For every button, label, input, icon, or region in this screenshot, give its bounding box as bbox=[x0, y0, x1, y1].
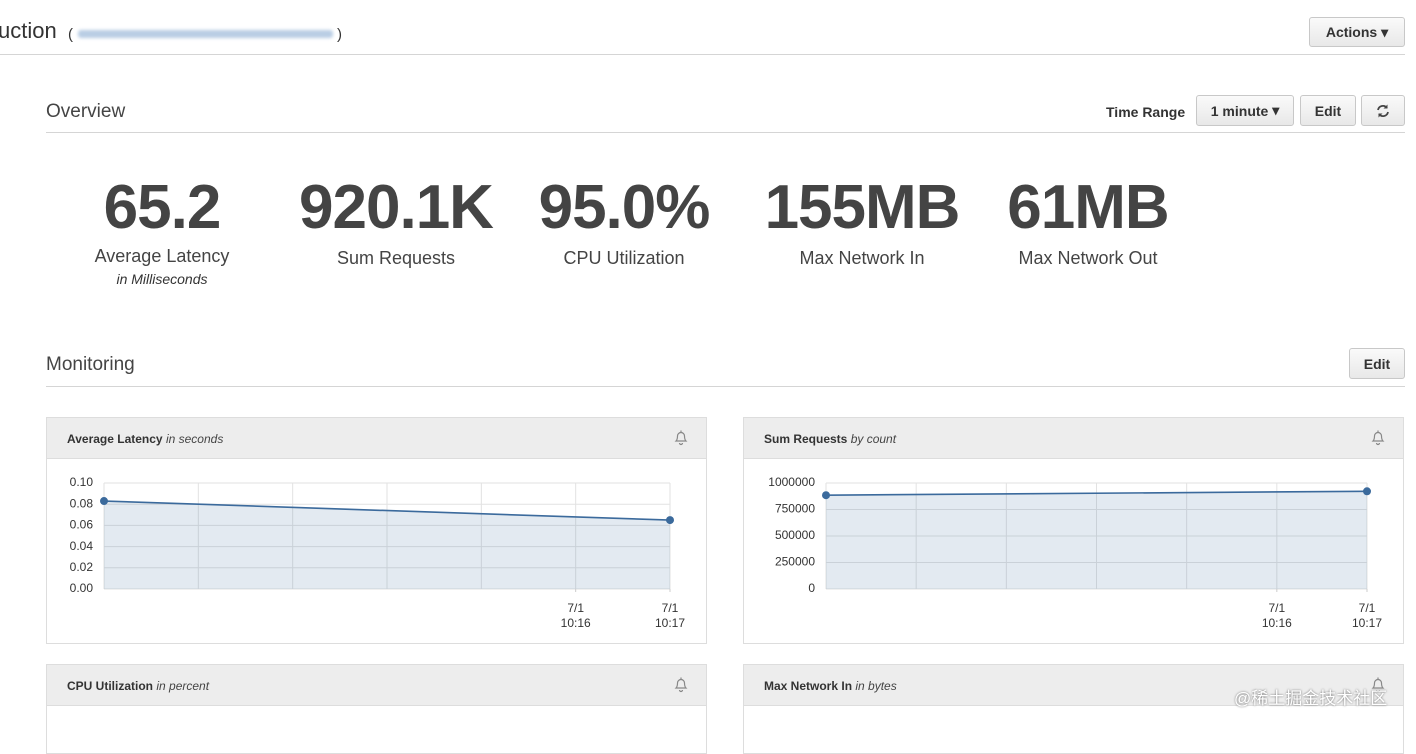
metric-value: 65.2 bbox=[103, 173, 222, 242]
metric-label: Sum Requests bbox=[336, 248, 456, 268]
point bbox=[1363, 487, 1371, 496]
area bbox=[104, 501, 670, 589]
y-tick-label: 0.06 bbox=[70, 518, 94, 532]
edit-label: Edit bbox=[1314, 102, 1342, 119]
y-tick-label: 0 bbox=[808, 581, 815, 595]
line bbox=[825, 490, 1368, 496]
metric-label: Max Network Out bbox=[1018, 248, 1158, 268]
y-tick-label: 0.08 bbox=[70, 496, 94, 510]
refresh-icon bbox=[1377, 104, 1389, 117]
x-tick-label: 7/1 10:17 bbox=[1351, 601, 1383, 630]
blurred-url bbox=[78, 30, 333, 38]
edit-button[interactable]: Edit bbox=[1300, 95, 1356, 126]
metric-note: in Milliseconds bbox=[116, 271, 208, 287]
panel-title: CPU Utilization in percent bbox=[67, 679, 209, 693]
line bbox=[103, 500, 671, 521]
alarm-icon bbox=[1371, 677, 1385, 693]
time-range-value: 1 minute bbox=[1210, 102, 1269, 119]
monitoring-edit-button[interactable]: Edit bbox=[1349, 348, 1405, 379]
y-tick-label: 1000000 bbox=[768, 475, 815, 489]
point bbox=[100, 497, 108, 506]
y-tick-label: 0.10 bbox=[70, 475, 94, 489]
alarm-icon bbox=[1371, 430, 1385, 446]
panel-header: Max Network In in bytes bbox=[744, 665, 1403, 706]
panel-header: Average Latency in seconds bbox=[47, 418, 706, 459]
overview-rule bbox=[46, 132, 1405, 133]
time-range-select[interactable]: 1 minute ▾ bbox=[1196, 95, 1294, 126]
x-tick-label: 7/1 10:16 bbox=[560, 601, 591, 630]
y-tick-label: 750000 bbox=[775, 502, 815, 516]
alarm-icon bbox=[674, 430, 688, 446]
overview-title: Overview bbox=[46, 101, 126, 122]
y-tick-label: 500000 bbox=[775, 528, 815, 542]
y-tick-label: 0.02 bbox=[70, 560, 94, 574]
metric-value: 920.1K bbox=[299, 173, 494, 242]
metric-value: 61MB bbox=[1007, 173, 1169, 242]
panel-unit: by count bbox=[850, 432, 897, 446]
metric: 65.2 Average Latency in Milliseconds bbox=[42, 173, 282, 288]
page-title: uction bbox=[0, 18, 57, 43]
alarm-icon bbox=[674, 677, 688, 693]
panel-title-text: Max Network In bbox=[764, 679, 853, 693]
monitoring-rule bbox=[46, 386, 1405, 387]
bell-shape bbox=[1371, 430, 1385, 446]
y-tick-label: 250000 bbox=[775, 555, 815, 569]
url-open: ( bbox=[68, 26, 73, 43]
panel-body: 0.00 0.02 0.04 0.06 0.08 0.10 7/1 10:16 7/1 10:… bbox=[47, 459, 706, 645]
panel-header: Sum Requests by count bbox=[744, 418, 1403, 459]
area bbox=[826, 491, 1367, 589]
chart-panel: Sum Requests by count 0 250000 500000 750000… bbox=[743, 417, 1404, 644]
point bbox=[822, 491, 830, 500]
metric: 920.1K Sum Requests bbox=[276, 176, 516, 269]
monitoring-title: Monitoring bbox=[46, 354, 135, 375]
chart-panel: Max Network In in bytes bbox=[743, 664, 1404, 754]
panel-title-text: Average Latency bbox=[67, 432, 163, 446]
bell-shape bbox=[674, 430, 688, 446]
y-tick-label: 0.04 bbox=[70, 539, 94, 553]
metric-value: 155MB bbox=[764, 173, 961, 242]
refresh-button[interactable] bbox=[1361, 95, 1405, 126]
panel-unit: in percent bbox=[156, 679, 210, 693]
x-tick-label: 7/1 10:16 bbox=[1261, 601, 1292, 630]
metric: 155MB Max Network In bbox=[742, 176, 982, 269]
metric-value: 95.0% bbox=[538, 173, 711, 242]
panel-title: Sum Requests by count bbox=[764, 432, 896, 446]
bell-shape bbox=[1371, 677, 1385, 693]
panel-header: CPU Utilization in percent bbox=[47, 665, 706, 706]
panel-title-text: CPU Utilization bbox=[67, 679, 153, 693]
chart: 0 250000 500000 750000 1000000 bbox=[768, 475, 1371, 595]
panel-unit: in bytes bbox=[855, 679, 897, 693]
actions-button[interactable]: Actions ▾ bbox=[1309, 17, 1405, 47]
url-close: ) bbox=[337, 26, 342, 43]
page: uction ( ) Actions ▾ Overview Time Range… bbox=[0, 17, 1405, 754]
header-rule bbox=[0, 54, 1405, 55]
actions-label: Actions bbox=[1325, 24, 1378, 40]
panel-title: Average Latency in seconds bbox=[67, 432, 223, 446]
panel-title: Max Network In in bytes bbox=[764, 679, 897, 693]
y-tick-label: 0.00 bbox=[70, 581, 94, 595]
chart-panel: Average Latency in seconds 0.00 0.02 0.04 0.… bbox=[46, 417, 707, 644]
monitoring-edit-label: Edit bbox=[1363, 355, 1391, 372]
metric-label: CPU Utilization bbox=[563, 248, 685, 268]
chart: 0.00 0.02 0.04 0.06 0.08 0.10 bbox=[70, 475, 674, 595]
point bbox=[666, 516, 674, 525]
panel-unit: in seconds bbox=[165, 432, 224, 446]
x-tick-label: 7/1 10:17 bbox=[654, 601, 686, 630]
panel-title-text: Sum Requests bbox=[764, 432, 848, 446]
chart-panel: CPU Utilization in percent bbox=[46, 664, 707, 754]
metric: 95.0% CPU Utilization bbox=[504, 176, 744, 269]
metric: 61MB Max Network Out bbox=[968, 176, 1208, 269]
metric-label: Average Latency bbox=[94, 246, 230, 266]
time-range-label: Time Range bbox=[1106, 104, 1186, 120]
metric-label: Max Network In bbox=[799, 248, 925, 268]
bell-shape bbox=[674, 677, 688, 693]
panel-body: 0 250000 500000 750000 1000000 7/1 10:16 7/1 1… bbox=[744, 459, 1403, 645]
watermark: @稀土掘金技术社区 bbox=[1234, 689, 1388, 708]
